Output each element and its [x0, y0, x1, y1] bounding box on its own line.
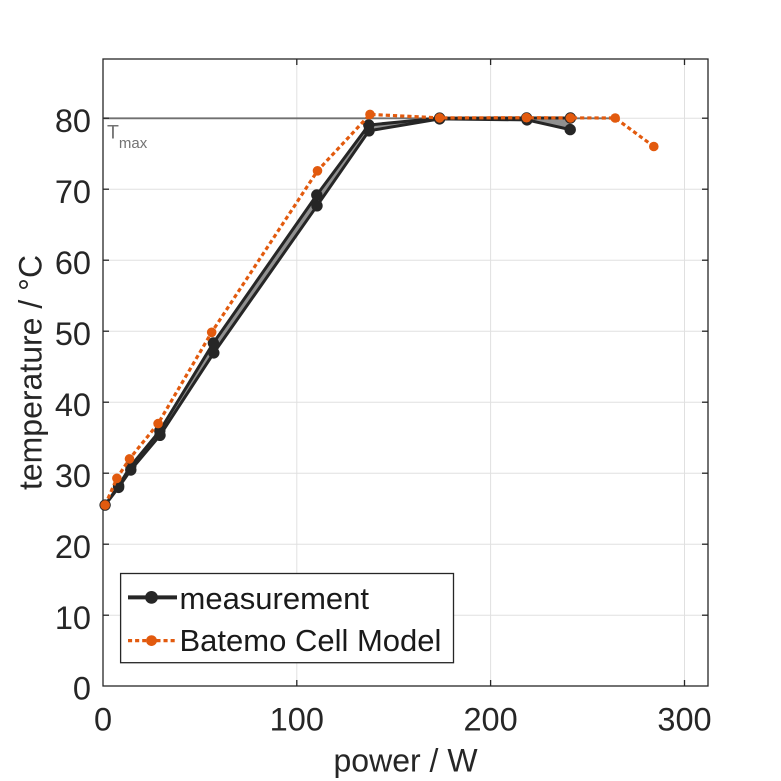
- svg-text:40: 40: [55, 387, 91, 423]
- svg-text:100: 100: [270, 702, 324, 738]
- svg-text:60: 60: [55, 245, 91, 281]
- svg-text:power / W: power / W: [333, 743, 478, 779]
- svg-text:200: 200: [463, 702, 517, 738]
- svg-text:10: 10: [55, 600, 91, 636]
- svg-text:70: 70: [55, 174, 91, 210]
- svg-text:Batemo Cell Model: Batemo Cell Model: [180, 623, 442, 658]
- svg-text:20: 20: [55, 529, 91, 565]
- svg-text:30: 30: [55, 458, 91, 494]
- svg-text:measurement: measurement: [180, 581, 370, 616]
- svg-text:80: 80: [55, 103, 91, 139]
- svg-text:0: 0: [73, 671, 91, 707]
- svg-text:temperature / °C: temperature / °C: [13, 255, 49, 490]
- svg-text:50: 50: [55, 316, 91, 352]
- svg-text:0: 0: [94, 702, 112, 738]
- svg-text:300: 300: [657, 702, 711, 738]
